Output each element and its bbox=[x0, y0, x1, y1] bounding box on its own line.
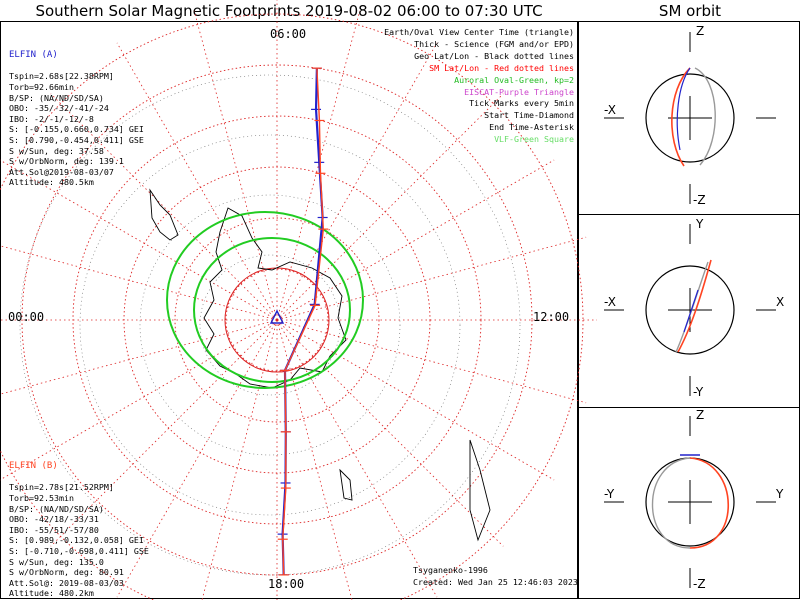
geo-latitude-circle bbox=[79, 134, 461, 516]
footprint-track bbox=[281, 68, 324, 575]
legend-entry: VLF-Green Square bbox=[494, 134, 574, 145]
probe-info-line: OBO: -35/-32/-41/-24 bbox=[9, 103, 109, 114]
sm-longitude-line bbox=[193, 10, 278, 321]
sm2-left-label: -X bbox=[604, 295, 616, 309]
probe-a-info: ELFIN (A) Tspin=2.68s[22.38RPM] Torb=92.6… bbox=[9, 29, 144, 188]
sm-orbit-title: SM orbit bbox=[658, 2, 722, 20]
earth-circle bbox=[645, 265, 735, 355]
sm-longitude-line bbox=[0, 319, 278, 395]
probe-info-line: S: [-0.710,-0.698,0.411] GSE bbox=[9, 545, 149, 556]
footprint-track bbox=[282, 68, 325, 575]
orbit-trace-red bbox=[677, 259, 712, 353]
probe-b-info: ELFIN (B) Tspin=2.78s[21.52RPM] Torb=92.5… bbox=[9, 440, 149, 599]
sm-longitude-line bbox=[276, 236, 587, 321]
geo-latitude-circle bbox=[19, 74, 521, 576]
sm-latitude-circle bbox=[21, 64, 533, 576]
orbit-trace-gray bbox=[651, 457, 691, 549]
sm-longitude-line bbox=[116, 319, 278, 598]
sm-longitude-line bbox=[50, 93, 278, 321]
legend-entry: End Time-Asterisk bbox=[489, 122, 574, 133]
sm-longitude-line bbox=[276, 159, 555, 321]
clock-label-right: 12:00 bbox=[533, 310, 570, 324]
probe-b-name: ELFIN (B) bbox=[9, 461, 58, 472]
sm2-down-label: -Y bbox=[693, 385, 704, 399]
probe-info-line: Altitude: 480.2km bbox=[9, 588, 94, 599]
created-credit: Created: Wed Jan 25 12:46:03 2023 bbox=[413, 577, 578, 587]
orbit-trace-red bbox=[689, 457, 730, 549]
probe-info-line: Torb=92.66min bbox=[9, 81, 74, 92]
earth-circle bbox=[645, 73, 735, 163]
sm-longitude-line bbox=[276, 10, 361, 321]
orbit-trace-blue bbox=[683, 289, 699, 333]
probe-info-line: Att.Sol@: 2019-08-03/03 bbox=[9, 577, 124, 588]
sm-longitude-line bbox=[276, 93, 504, 321]
probe-info-line: Tspin=2.68s[22.38RPM] bbox=[9, 71, 114, 82]
sm-longitude-line bbox=[276, 319, 353, 600]
probe-info-line: S w/OrbNorm, deg: 80.91 bbox=[9, 567, 124, 578]
orbit-trace-red bbox=[671, 67, 691, 167]
land-outline bbox=[149, 188, 491, 542]
page-title: Southern Solar Magnetic Footprints 2019-… bbox=[35, 2, 543, 20]
clock-label-top: 06:00 bbox=[270, 27, 307, 41]
sm-longitude-line bbox=[201, 319, 278, 600]
probe-info-line: S: [0.989,-0.132,0.058] GEI bbox=[9, 535, 144, 546]
probe-info-line: Tspin=2.78s[21.52RPM] bbox=[9, 482, 114, 493]
sm3-down-label: -Z bbox=[693, 577, 706, 591]
probe-info-line: S: [-0.155,0.660,0.734] GEI bbox=[9, 124, 144, 135]
sm3-right-label: Y bbox=[776, 487, 784, 501]
sm-longitude-line bbox=[276, 319, 438, 598]
sm-longitude-line bbox=[276, 42, 438, 321]
probe-info-line: Altitude: 480.5km bbox=[9, 177, 94, 188]
legend-entry: Thick - Science (FGM and/or EPD) bbox=[414, 38, 574, 49]
sm-latitude-circle bbox=[174, 217, 380, 423]
clock-label-left: 00:00 bbox=[8, 310, 45, 324]
probe-info-line: B/SP: (NA/ND/SD/SA) bbox=[9, 503, 104, 514]
sm2-right-label: X bbox=[776, 295, 785, 309]
probe-info-line: S: [0.790,-0.454,0.411] GSE bbox=[9, 134, 144, 145]
legend-entry: Tick Marks every 5min bbox=[469, 98, 574, 109]
sm-longitude-line bbox=[276, 319, 504, 547]
probe-info-line: S w/Sun, deg: 37.58 bbox=[9, 145, 104, 156]
probe-info-line: S w/OrbNorm, deg: 139.1 bbox=[9, 156, 124, 167]
legend-entry: Earth/Oval View Center Time (triangle) bbox=[384, 27, 574, 37]
legend: Earth/Oval View Center Time (triangle) Th… bbox=[384, 27, 574, 146]
probe-info-line: IBO: -2/-1/-12/-8 bbox=[9, 113, 94, 124]
view-center-triangle bbox=[269, 309, 285, 324]
legend-entry: Geo Lat/Lon - Black dotted lines bbox=[414, 50, 574, 61]
model-credit: Tsyganenko-1996 bbox=[413, 565, 488, 575]
orbit-trace-blue bbox=[676, 67, 691, 151]
auroral-oval-inner bbox=[193, 237, 351, 383]
probe-info-line: B/SP: (NA/ND/SD/SA) bbox=[9, 92, 104, 103]
sm-longitude-line bbox=[116, 42, 278, 321]
sm2-up-label: Y bbox=[696, 217, 704, 231]
auroral-oval-outer bbox=[166, 211, 364, 389]
legend-entry: Start Time-Diamond bbox=[484, 110, 574, 121]
sm-longitude-line bbox=[276, 319, 587, 404]
geo-latitude-circle bbox=[199, 254, 341, 396]
legend-entry: Auroral Oval-Green, kp=2 bbox=[454, 74, 574, 85]
sm3-left-label: -Y bbox=[604, 487, 615, 501]
sm-longitude-line bbox=[0, 159, 278, 321]
geo-latitude-circle bbox=[139, 194, 401, 456]
sm1-left-label: -X bbox=[604, 103, 616, 117]
probe-info-line: Torb=92.53min bbox=[9, 492, 74, 503]
probe-info-line: OBO: -42/18/-33/31 bbox=[9, 514, 99, 525]
legend-entry: EISCAT-Purple Triangle bbox=[464, 86, 574, 97]
sm-longitude-line bbox=[276, 319, 555, 481]
sm-longitude-line bbox=[0, 319, 278, 481]
sm1-up-label: Z bbox=[696, 24, 705, 38]
probe-info-line: IBO: -55/51/-57/80 bbox=[9, 524, 99, 535]
probe-a-name: ELFIN (A) bbox=[9, 50, 58, 61]
antarctica-coastline bbox=[203, 207, 347, 389]
sm-longitude-line bbox=[0, 245, 278, 321]
sm3-up-label: Z bbox=[696, 408, 705, 422]
probe-info-line: S w/Sun, deg: 135.0 bbox=[9, 556, 104, 567]
clock-label-bottom: 18:00 bbox=[268, 577, 305, 591]
map-frame bbox=[0, 21, 578, 599]
sm-longitude-line bbox=[50, 319, 278, 547]
legend-entry: SM Lat/Lon - Red dotted lines bbox=[429, 62, 574, 73]
sm1-down-label: -Z bbox=[693, 193, 706, 207]
orbit-trace-gray bbox=[694, 67, 716, 166]
probe-info-line: Att.Sol@2019-08-03/07 bbox=[9, 166, 114, 177]
